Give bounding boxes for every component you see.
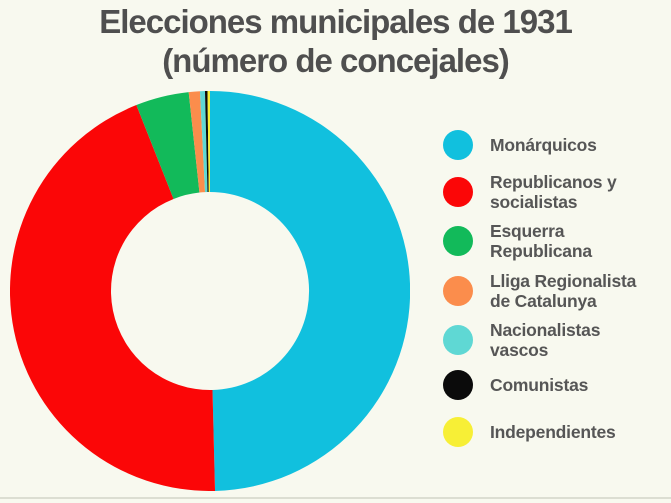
pie-segment-nacionalistas-vascos[interactable] (199, 91, 208, 193)
legend-swatch-esquerra-republicana (443, 226, 473, 256)
legend-label-monarquicos: Monárquicos (490, 135, 597, 155)
legend-item-independientes: Independientes (443, 417, 616, 447)
legend-label-esquerra-republicana: Esquerra Republicana (490, 221, 592, 261)
chart-title-line1: Elecciones municipales de 1931 (99, 3, 573, 40)
chart-title: Elecciones municipales de 1931 (número d… (0, 2, 671, 80)
legend-label-comunistas: Comunistas (490, 375, 589, 395)
legend-swatch-nacionalistas-vascos (443, 325, 473, 355)
legend-item-monarquicos: Monárquicos (443, 130, 597, 160)
chart-title-line2: (número de concejales) (162, 42, 510, 79)
legend-swatch-republicanos-y-socialistas (443, 177, 473, 207)
legend-swatch-independientes (443, 417, 473, 447)
legend-item-nacionalistas-vascos: Nacionalistas vascos (443, 320, 600, 360)
legend-item-comunistas: Comunistas (443, 370, 588, 400)
legend-label-nacionalistas-vascos: Nacionalistas vascos (490, 320, 601, 360)
pie-segment-republicanos-y-socialistas[interactable] (10, 105, 216, 491)
legend-item-esquerra-republicana: Esquerra Republicana (443, 221, 592, 261)
pie-segment-monarquicos[interactable] (210, 91, 410, 491)
pie-segment-lliga-regionalista-de-catalunya[interactable] (188, 91, 206, 193)
donut-chart (10, 91, 410, 491)
legend-label-lliga-regionalista-de-catalunya: Lliga Regionalista de Catalunya (490, 271, 637, 311)
pie-segment-esquerra-republicana[interactable] (136, 92, 200, 199)
legend-swatch-monarquicos (443, 130, 473, 160)
legend-label-independientes: Independientes (490, 422, 616, 442)
pie-segment-independientes[interactable] (207, 91, 210, 193)
legend-swatch-lliga-regionalista-de-catalunya (443, 276, 473, 306)
pie-segment-comunistas[interactable] (204, 91, 209, 193)
bottom-separator (0, 497, 671, 499)
legend-label-republicanos-y-socialistas: Republicanos y socialistas (490, 172, 617, 212)
legend-swatch-comunistas (443, 370, 473, 400)
legend-item-republicanos-y-socialistas: Republicanos y socialistas (443, 172, 617, 212)
legend-item-lliga-regionalista-de-catalunya: Lliga Regionalista de Catalunya (443, 271, 636, 311)
